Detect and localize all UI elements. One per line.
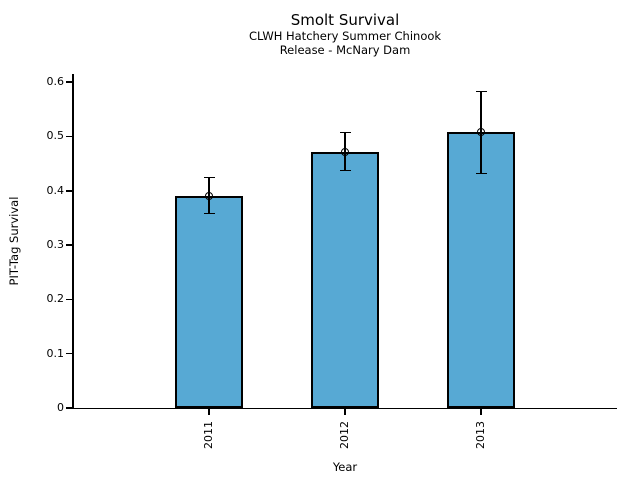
y-tick-label: 0.4 <box>46 183 65 197</box>
x-tick-mark <box>480 409 482 415</box>
x-axis-line <box>72 407 617 409</box>
bar <box>311 151 379 408</box>
y-axis-line <box>72 74 74 409</box>
y-tick-mark <box>66 298 72 301</box>
bar <box>175 196 243 408</box>
bar <box>447 132 515 408</box>
x-tick-label: 2013 <box>474 421 487 449</box>
data-point-marker-icon <box>477 128 485 137</box>
y-tick-label: 0 <box>57 401 64 414</box>
y-tick-label: 0.3 <box>46 238 65 252</box>
error-bar-cap-top <box>339 131 351 134</box>
y-tick-mark <box>66 352 72 355</box>
chart-subtitle-line2: Release - McNary Dam <box>279 43 411 57</box>
chart-subtitle-line1: CLWH Hatchery Summer Chinook <box>248 29 442 43</box>
error-bar-cap-bottom <box>475 172 487 175</box>
error-bar-cap-top <box>475 90 487 93</box>
error-bar-cap-bottom <box>339 169 351 172</box>
data-point-marker-icon <box>205 192 213 201</box>
y-tick-mark <box>66 244 72 246</box>
y-tick-label: 0.2 <box>46 292 65 306</box>
chart-title: Smolt Survival <box>290 11 400 29</box>
y-tick-mark <box>66 190 72 192</box>
data-point-marker-icon <box>341 147 349 156</box>
y-tick-label: 0.1 <box>46 346 65 360</box>
error-bar-cap-top <box>203 176 215 179</box>
x-tick-mark <box>344 409 346 415</box>
y-tick-mark <box>66 135 72 138</box>
x-tick-mark <box>208 409 210 415</box>
y-tick-mark <box>66 407 72 409</box>
x-tick-label: 2012 <box>338 421 351 449</box>
y-tick-mark <box>66 81 72 83</box>
y-tick-label: 0.5 <box>46 129 65 143</box>
x-axis-label: Year <box>332 460 358 474</box>
error-bar-cap-bottom <box>203 212 215 215</box>
y-axis-label: PIT-Tag Survival <box>7 196 21 286</box>
x-tick-label: 2011 <box>202 421 215 449</box>
y-tick-label: 0.6 <box>46 75 65 89</box>
